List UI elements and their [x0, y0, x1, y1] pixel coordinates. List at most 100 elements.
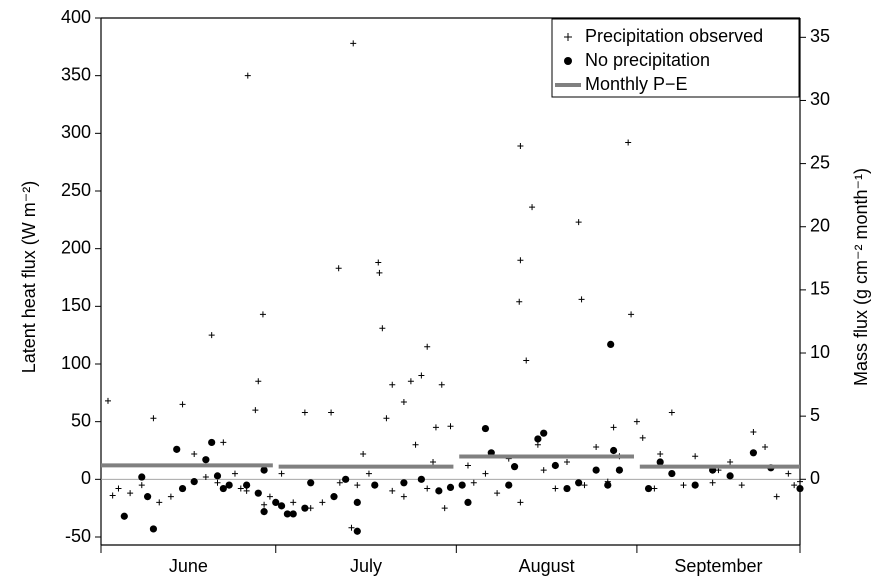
plus-marker [255, 378, 262, 385]
dot-marker [656, 458, 664, 466]
plus-marker [156, 499, 163, 506]
plus-marker [540, 467, 547, 474]
plus-marker [516, 298, 523, 305]
plus-marker [750, 429, 757, 436]
plus-marker [628, 311, 635, 318]
y2-tick-label: 20 [810, 215, 830, 235]
plus-marker [430, 459, 437, 466]
plus-marker [307, 505, 314, 512]
dot-marker [796, 484, 804, 493]
dot-marker [254, 489, 262, 497]
plus-marker [610, 424, 617, 431]
dot-marker [260, 466, 268, 474]
y2-axis-label: Mass flux (g cm⁻² month⁻¹) [851, 168, 871, 386]
y2-tick-label: 30 [810, 89, 830, 109]
plus-marker [328, 409, 335, 416]
plus-marker [266, 493, 273, 500]
plus-marker [680, 482, 687, 489]
plus-marker [335, 265, 342, 272]
plus-marker [797, 478, 803, 485]
plus-marker [581, 482, 588, 489]
dot-marker [563, 484, 571, 493]
plus-marker [791, 482, 798, 489]
dot-marker [446, 483, 455, 492]
plus-marker [482, 470, 489, 477]
plus-marker [191, 450, 198, 457]
legend-label: No precipitation [585, 50, 710, 70]
plus-marker [517, 257, 524, 264]
dot-marker [243, 481, 251, 489]
legend-label: Monthly P−E [585, 74, 688, 94]
dot-marker [749, 449, 758, 457]
dot-marker [505, 481, 513, 489]
dot-marker [219, 484, 227, 493]
plus-marker [360, 450, 367, 457]
plus-marker [389, 381, 396, 388]
plus-marker [243, 487, 250, 494]
plus-marker [762, 444, 769, 451]
legend-marker [564, 57, 572, 65]
dot-marker [260, 508, 268, 516]
plus-marker [447, 423, 454, 430]
plus-marker [625, 139, 632, 146]
dot-marker [604, 481, 612, 489]
plus-marker [785, 470, 792, 477]
dot-marker [458, 481, 466, 489]
plus-marker [150, 415, 157, 422]
plus-marker [412, 441, 419, 448]
y-tick-label: 50 [71, 410, 91, 430]
dot-marker [138, 473, 146, 481]
y2-tick-label: 5 [810, 405, 820, 425]
plus-marker [389, 487, 396, 494]
dot-marker [149, 525, 158, 533]
plus-marker [578, 296, 585, 303]
plus-marker [432, 424, 439, 431]
plus-marker [529, 204, 536, 211]
dot-marker [540, 429, 548, 437]
dot-marker [353, 527, 361, 535]
plus-marker [104, 397, 111, 404]
dot-marker [144, 493, 152, 501]
plus-marker [244, 72, 251, 79]
plus-marker [127, 490, 134, 497]
x-category-label: September [674, 556, 762, 576]
plus-marker [208, 332, 215, 339]
plus-marker [407, 378, 414, 385]
plus-marker [365, 470, 372, 477]
plus-marker [252, 407, 259, 414]
plus-marker [301, 409, 308, 416]
y-tick-label: 250 [61, 180, 91, 200]
plus-marker [657, 450, 664, 457]
dot-marker [272, 498, 280, 506]
dot-marker [301, 504, 309, 512]
dot-marker [307, 479, 315, 487]
plus-marker [441, 505, 448, 512]
dot-marker [400, 479, 408, 487]
dot-marker [120, 512, 128, 520]
y-tick-label: 150 [61, 295, 91, 315]
plus-marker [138, 482, 145, 489]
dot-marker [283, 510, 291, 518]
plus-marker [179, 401, 186, 408]
y-tick-label: 350 [61, 64, 91, 84]
y-tick-label: 0 [81, 468, 91, 488]
dot-marker [726, 472, 734, 480]
plus-marker [773, 493, 780, 500]
dot-marker [607, 340, 615, 348]
y-tick-label: 300 [61, 122, 91, 142]
plus-marker [523, 357, 530, 364]
y2-tick-label: 15 [810, 279, 830, 299]
plus-marker [639, 434, 646, 441]
plus-marker [709, 479, 716, 486]
legend-box [551, 18, 800, 98]
dot-marker [592, 466, 600, 474]
plus-marker [564, 459, 570, 466]
plus-marker [167, 493, 174, 500]
dot-marker [610, 446, 618, 455]
y-tick-label: 100 [61, 353, 91, 373]
plus-marker [470, 479, 477, 486]
plus-marker [692, 453, 699, 460]
plus-marker [517, 143, 524, 150]
y2-tick-label: 0 [810, 468, 820, 488]
